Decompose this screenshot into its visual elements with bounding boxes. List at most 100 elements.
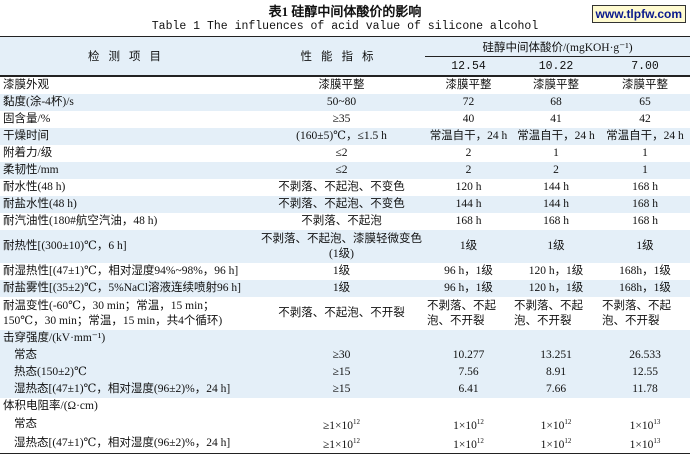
row-value-1: 96 h，1级 [444, 282, 493, 294]
row-item: 耐湿热性[(47±1)℃，相对湿度94%~98%，96 h] [3, 265, 239, 277]
cell-exponent: 12 [564, 437, 572, 445]
row-value-3 [600, 330, 690, 347]
row-value-3: 1×1013 [600, 434, 690, 454]
row-item: 耐温变性(-60℃，30 min；常温，15 min；150℃，30 min；常… [3, 299, 223, 327]
header-value-2: 10.22 [512, 56, 600, 76]
table-row: 漆膜外观 漆膜平整 漆膜平整 漆膜平整 漆膜平整 [0, 76, 690, 94]
row-value-1: 144 h [455, 198, 482, 210]
cell-text: ≥1×10 [322, 439, 354, 451]
cell-text: 1×10 [453, 439, 477, 451]
row-value-2: 144 h [543, 198, 569, 210]
row-value-2: 7.66 [545, 383, 567, 395]
row-spec: ≤2 [335, 147, 348, 159]
table-row: 耐水性(48 h) 不剥落、不起泡、不变色 120 h 144 h 168 h [0, 179, 690, 196]
row-spec: 不剥落、不起泡、漆膜轻微变色(1级) [261, 232, 422, 260]
row-value-1: 1×1012 [425, 415, 512, 434]
table-row: 耐热性[(300±10)℃，6 h] 不剥落、不起泡、漆膜轻微变色(1级) 1级 1级… [0, 230, 690, 263]
row-spec: ≥35 [332, 113, 351, 125]
table-row: 柔韧性/mm ≤2 2 2 1 [0, 162, 690, 179]
row-spec: (160±5)℃，≤1.5 h [296, 130, 387, 142]
row-value-1: 2 [465, 164, 472, 176]
cell-text: 1×10 [453, 420, 477, 432]
table-row: 湿热态[(47±1)℃，相对湿度(96±2)%，24 h] ≥15 6.41 7.66… [0, 381, 690, 398]
header-value-1: 12.54 [425, 56, 512, 76]
row-spec: ≥30 [332, 349, 351, 361]
row-value-3: 1×1013 [600, 415, 690, 434]
row-value-1: 10.277 [452, 349, 485, 361]
row-value-2: 2 [553, 164, 559, 176]
header-spec: 性能指标 [300, 51, 383, 63]
row-spec: 不剥落、不起泡、不开裂 [278, 307, 405, 319]
row-item: 常态 [14, 349, 37, 361]
table-row: 常态 ≥1×1012 1×1012 1×1012 1×1013 [0, 415, 690, 434]
cell-exponent: 12 [476, 418, 484, 426]
row-item: 耐热性[(300±10)℃，6 h] [3, 240, 127, 252]
row-spec: ≤2 [335, 164, 348, 176]
row-value-3: 不剥落、不起泡、不开裂 [602, 299, 671, 327]
row-spec: ≥1×1012 [258, 434, 425, 454]
table-row: 体积电阻率/(Ω·cm) [0, 398, 690, 415]
row-value-2: 144 h [543, 181, 569, 193]
row-value-2: 8.91 [545, 366, 567, 378]
header-value-3: 7.00 [600, 56, 690, 76]
row-item: 漆膜外观 [3, 79, 49, 91]
row-spec: ≥1×1012 [258, 415, 425, 434]
row-value-3: 常温自干，24 h [606, 130, 684, 142]
row-value-3: 168 h [632, 181, 658, 193]
row-item: 固含量/% [3, 113, 51, 125]
row-value-1: 40 [462, 113, 475, 125]
row-value-3: 168 h [632, 215, 658, 227]
row-item: 击穿强度/(kV·mm⁻¹) [3, 332, 106, 344]
cell-exponent: 13 [653, 418, 661, 426]
row-value-3: 65 [639, 96, 651, 108]
table-row: 耐盐水性(48 h) 不剥落、不起泡、不变色 144 h 144 h 168 h [0, 196, 690, 213]
row-value-1: 2 [465, 147, 472, 159]
row-value-2: 120 h，1级 [528, 282, 584, 294]
row-value-1 [425, 398, 512, 415]
row-item: 湿热态[(47±1)℃，相对湿度(96±2)%，24 h] [14, 437, 231, 449]
watermark-logo: www.tlpfw.com [591, 5, 686, 23]
cell-exponent: 12 [353, 437, 361, 445]
table-row: 湿热态[(47±1)℃，相对湿度(96±2)%，24 h] ≥1×1012 1×10… [0, 434, 690, 454]
row-spec: 不剥落、不起泡、不变色 [278, 198, 405, 210]
row-value-1: 96 h，1级 [444, 265, 493, 277]
row-value-1: 漆膜平整 [445, 79, 492, 91]
row-item: 常态 [14, 418, 37, 430]
cell-text: 1×10 [540, 420, 565, 432]
cell-text: 1×10 [629, 420, 654, 432]
row-value-2: 1 [553, 147, 559, 159]
row-item: 耐盐水性(48 h) [3, 198, 77, 210]
row-value-2: 1×1012 [512, 434, 600, 454]
cell-exponent: 13 [653, 437, 661, 445]
table-title: 表1 硅醇中间体酸价的影响 [268, 4, 422, 19]
row-value-2: 68 [550, 96, 562, 108]
row-value-3 [600, 398, 690, 415]
row-value-3: 168h，1级 [619, 282, 671, 294]
row-value-3: 1级 [636, 240, 654, 252]
cell-exponent: 12 [564, 418, 572, 426]
table-row: 附着力/级 ≤2 2 1 1 [0, 145, 690, 162]
header-item: 检测项目 [88, 51, 170, 63]
row-item: 柔韧性/mm [3, 164, 59, 176]
row-item: 体积电阻率/(Ω·cm) [3, 400, 98, 412]
row-item: 附着力/级 [3, 147, 53, 159]
table-header: 检测项目 性能指标 硅醇中间体酸价/(mgKOH·g⁻¹) 12.54 10.2… [0, 36, 690, 76]
row-value-1: 不剥落、不起泡、不开裂 [427, 299, 496, 327]
row-value-1 [425, 330, 512, 347]
row-spec: 不剥落、不起泡、不变色 [278, 181, 405, 193]
row-value-3: 42 [639, 113, 651, 125]
row-value-2 [512, 398, 600, 415]
row-spec: 不剥落、不起泡 [301, 215, 382, 227]
row-value-3: 1 [642, 147, 648, 159]
header-group: 硅醇中间体酸价/(mgKOH·g⁻¹) [482, 41, 633, 54]
cell-text: 1×10 [629, 439, 654, 451]
row-value-1: 168 h [455, 215, 482, 227]
results-table: 检测项目 性能指标 硅醇中间体酸价/(mgKOH·g⁻¹) 12.54 10.2… [0, 36, 690, 454]
row-value-1: 6.41 [458, 383, 479, 395]
row-spec: 1级 [332, 282, 351, 294]
row-item: 耐汽油性(180#航空汽油，48 h) [3, 215, 158, 227]
row-spec: 漆膜平整 [318, 79, 365, 91]
cell-exponent: 12 [476, 437, 484, 445]
row-item: 耐盐雾性[(35±2)℃，5%NaCl溶液连续喷射96 h] [3, 282, 241, 294]
cell-exponent: 12 [353, 418, 361, 426]
